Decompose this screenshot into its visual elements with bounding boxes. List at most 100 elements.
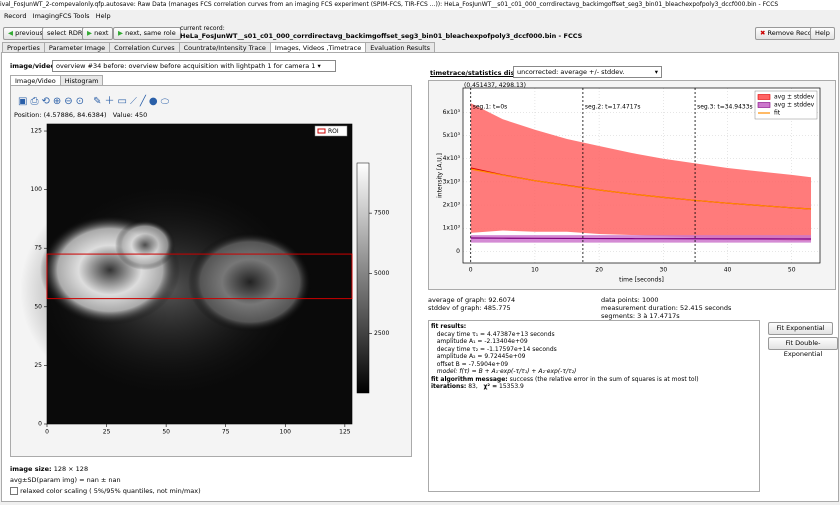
y-tick-label: 1x10³ xyxy=(443,225,461,232)
current-label: current record: xyxy=(180,25,225,32)
remove-button[interactable]: ✖ Remove Record xyxy=(755,27,824,40)
segment-label: seg.2: t=17.4717s xyxy=(585,104,641,111)
tab-bar: Properties Parameter Image Correlation Cur… xyxy=(2,42,436,53)
fit-results xyxy=(428,320,760,492)
fit-button[interactable]: Fit Exponential xyxy=(768,322,833,335)
x-tick-label: 50 xyxy=(788,267,796,274)
y-tick-label: 25 xyxy=(34,362,42,369)
image-size-value: 128 × 128 xyxy=(53,465,89,473)
series-line xyxy=(470,237,812,240)
colorbar-tick-label: 5000 xyxy=(374,270,389,277)
stat-label: stddev of graph: xyxy=(428,304,482,312)
select-button[interactable]: select RDR xyxy=(42,27,88,40)
stat-label: segments: xyxy=(601,312,636,320)
next-button[interactable]: ▶ next xyxy=(82,27,114,40)
x-tick-label: 40 xyxy=(724,267,732,274)
legend-label: fit xyxy=(774,110,781,117)
fit-chi-label: χ² = xyxy=(483,383,498,390)
color-scaling-option[interactable]: relaxed color scaling ( 5%/95% quantiles… xyxy=(10,487,201,495)
x-tick-label: 30 xyxy=(660,267,668,274)
x-tick-label: 10 xyxy=(531,267,539,274)
y-tick-label: 75 xyxy=(34,245,42,252)
stats-right: data points: 1000 measurement duration: … xyxy=(601,296,731,320)
colorbar xyxy=(356,162,370,394)
y-axis-label: intensity [A.U.] xyxy=(437,153,444,198)
subtab[interactable]: Histogram xyxy=(59,75,104,86)
colorbar-tick-label: 7500 xyxy=(374,210,389,217)
display-label: timetrace/statistics display: xyxy=(430,69,533,77)
menu-item[interactable]: ImagingFCS Tools xyxy=(32,12,90,20)
y-tick-label: 0 xyxy=(456,248,460,255)
fit-button[interactable]: Fit Double- Exponential xyxy=(768,337,838,358)
previous-button[interactable]: ◀ previous xyxy=(3,27,48,40)
fit-iterations-label: iterations: xyxy=(431,383,467,390)
fit-line: amplitude A₂ = 9.72445e+09 xyxy=(436,353,526,360)
help-button[interactable]: Help xyxy=(810,27,835,40)
legend-swatch xyxy=(757,94,771,100)
x-axis-label: time [seconds] xyxy=(619,277,664,284)
window-title: ival_FosJunWT_2-compevalonly.qfp.autosav… xyxy=(0,0,840,10)
x-tick-label: 0 xyxy=(45,429,49,436)
tab[interactable]: Evaluation Results xyxy=(365,42,436,53)
y-tick-label: 4x10³ xyxy=(443,155,461,162)
image-toolbar[interactable]: ▣⎙⟲⊕⊖⊙ ✎＋▭⟋╱●⬭ xyxy=(18,96,173,107)
series-line xyxy=(470,168,812,210)
stat-value: 52.415 seconds xyxy=(680,304,732,312)
stat-label: data points: xyxy=(601,296,640,304)
stat-value: 485.775 xyxy=(483,304,511,312)
fit-chi: 15353.9 xyxy=(499,383,524,390)
position-readout: Position: (4.57886, 84.6384) Value: 450 xyxy=(14,111,147,119)
combo-text: uncorrected: average +/- stddev. xyxy=(517,68,625,76)
stat-value: 1000 xyxy=(641,296,659,304)
button-label: next, same role xyxy=(125,29,176,37)
stats-left: average of graph: 92.6074 stddev of grap… xyxy=(428,296,515,312)
image-stats: avg±SD(param img) = nan ± nan xyxy=(10,476,121,484)
roi xyxy=(46,253,353,300)
button-label: next xyxy=(94,29,109,37)
fit-line: decay time τ₂ = -1.17597e+14 seconds xyxy=(436,345,557,353)
image-size: image size: 128 × 128 xyxy=(10,465,88,473)
button-label: previous xyxy=(15,29,43,37)
y-tick-label: 3x10³ xyxy=(443,178,461,185)
position-value: (4.57886, 84.6384) xyxy=(43,111,107,119)
fit-line: offset B = -7.5904e+09 xyxy=(436,360,509,368)
image-plot: ROI xyxy=(20,124,352,424)
plot-frame xyxy=(462,87,821,264)
menu-item[interactable]: Help xyxy=(95,12,111,20)
image-label: image/video: xyxy=(10,62,58,70)
segment-label: seg.3: t=34.9433s xyxy=(697,104,753,111)
y-tick-label: 0 xyxy=(38,421,42,428)
fit-text: fit results: decay time τ₁ = 4.47387e+13… xyxy=(431,323,699,391)
fit-line: decay time τ₁ = 4.47387e+13 seconds xyxy=(436,330,555,338)
combo-text: overview #34 before: overview before acq… xyxy=(56,62,316,70)
x-tick-label: 125 xyxy=(339,429,351,436)
y-tick-label: 50 xyxy=(34,303,42,310)
menu-item[interactable]: Record xyxy=(4,12,27,20)
fit-message-label: fit algorithm message: xyxy=(431,375,508,383)
segment-label: seg.1: t=0s xyxy=(473,104,508,111)
stat-label: measurement duration: xyxy=(601,304,678,312)
display-combo[interactable]: uncorrected: average +/- stddev. ▾ xyxy=(513,66,662,78)
fit-line: amplitude A₁ = -2.13404e+09 xyxy=(436,338,528,345)
x-tick-label: 25 xyxy=(103,429,111,436)
menu-bar: Record ImagingFCS Tools Help xyxy=(4,12,111,20)
value-label: Value: xyxy=(112,111,133,119)
stddev-band xyxy=(470,103,812,241)
y-tick-label: 125 xyxy=(31,128,43,135)
fit-heading: fit results: xyxy=(431,323,467,330)
x-tick-label: 100 xyxy=(280,429,292,436)
y-tick-label: 5x10³ xyxy=(443,132,461,139)
roi-legend-box xyxy=(314,125,348,137)
fit-line: model: f(τ) = B + A₁·exp(-τ/τ₁) + A₂·exp… xyxy=(436,368,577,375)
cell xyxy=(115,220,175,270)
roi-legend-label: ROI xyxy=(328,128,339,135)
image-size-label: image size: xyxy=(10,465,52,473)
position-label: Position: xyxy=(14,111,42,119)
next-same-button[interactable]: ▶ next, same role xyxy=(113,27,181,40)
x-tick-label: 20 xyxy=(595,267,603,274)
image-combo[interactable]: overview #34 before: overview before acq… xyxy=(52,60,336,72)
cursor-readout: (0.451437, 4298.13) xyxy=(464,82,526,89)
y-tick-label: 2x10³ xyxy=(443,202,461,209)
button-label: Help xyxy=(815,29,830,37)
